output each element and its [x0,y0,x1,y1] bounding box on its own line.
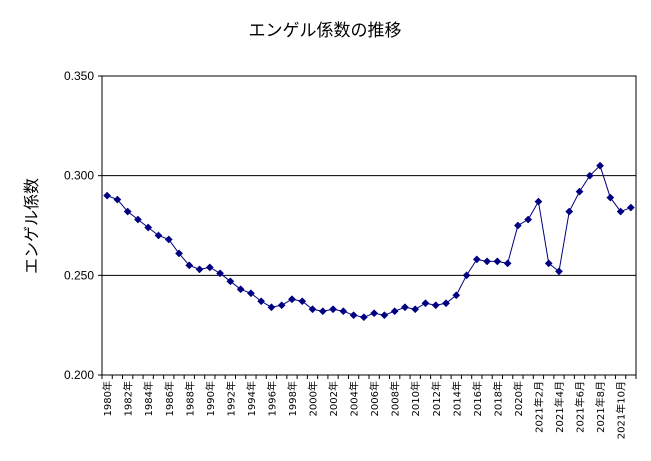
x-tick-label: 1990年 [204,381,217,416]
data-point [216,269,225,278]
x-tick-label: 2004年 [348,381,361,416]
data-point [575,187,584,196]
data-point [236,285,245,294]
data-point [267,303,276,312]
x-tick-label: 2021年4月 [553,381,566,433]
data-point [565,207,574,216]
data-point [175,249,183,258]
x-tick-label: 1998年 [286,381,299,416]
data-point [472,255,481,264]
data-point [329,305,338,314]
x-tick-label: 1984年 [142,381,155,416]
data-point [308,305,317,314]
data-point [246,289,255,298]
y-tick-label: 0.250 [64,268,94,282]
data-point [226,277,235,286]
x-tick-label: 2012年 [430,381,443,416]
x-tick-label: 1992年 [224,381,237,416]
data-point [534,197,543,206]
x-tick-label: 2006年 [368,381,381,416]
x-tick-label: 2021年10月 [615,381,628,439]
data-point [596,161,605,170]
data-point [277,301,286,310]
data-point [288,295,296,304]
data-point [503,259,512,268]
x-tick-label: 1986年 [163,381,176,416]
data-point [113,195,122,204]
data-point [483,257,492,266]
x-tick-label: 2016年 [471,381,484,416]
data-point [513,221,522,230]
data-point [339,307,348,316]
data-point [626,203,635,212]
series-line [106,164,632,318]
data-point [103,191,112,200]
x-tick-label: 2020年 [512,381,525,416]
x-tick-label: 1988年 [183,381,196,416]
data-points [103,161,635,322]
data-point [195,265,204,274]
data-point [442,299,450,308]
data-point [493,257,502,266]
data-point [524,215,533,224]
data-point [123,207,132,216]
plot-area [101,75,637,376]
data-point [185,261,194,270]
data-point [555,267,563,276]
x-tick-label: 2000年 [307,381,320,416]
x-tick-label: 1982年 [122,381,135,416]
data-point [359,313,368,322]
y-tick-label: 0.200 [64,368,94,382]
x-tick-label: 2008年 [389,381,402,416]
data-point [133,215,142,224]
data-point [205,263,214,272]
x-tick-label: 2002年 [327,381,340,416]
y-tick-label: 0.350 [64,69,94,83]
data-point [154,231,163,240]
data-point [380,311,389,320]
data-point [606,193,615,202]
x-tick-label: 1996年 [265,381,278,416]
y-tick-label: 0.300 [64,169,94,183]
data-point [370,309,379,318]
chart-title: エンゲル係数の推移 [249,21,402,41]
y-axis-ticks: 0.200 0.250 0.300 0.350 [64,69,102,382]
x-tick-label: 2010年 [409,381,422,416]
x-tick-label: 2014年 [450,381,463,416]
data-point [257,297,266,306]
data-point [452,291,461,300]
x-tick-label: 2021年2月 [532,381,545,433]
data-point [544,259,553,268]
data-point [411,305,420,314]
x-tick-label: 1980年 [101,381,114,416]
data-point [585,171,594,180]
gridlines [102,175,636,276]
data-point [431,301,440,310]
x-tick-label: 1994年 [245,381,258,416]
y-axis-label: エンゲル係数 [22,178,41,274]
data-point [462,271,471,280]
data-point [421,299,430,308]
data-point [298,297,307,306]
data-point [318,307,327,316]
x-tick-label: 2018年 [491,381,504,416]
data-point [400,303,409,312]
data-point [164,235,173,244]
x-tick-label: 2021年8月 [594,381,607,433]
x-tick-label: 2021年6月 [574,381,587,433]
data-point [616,207,625,216]
data-point [144,223,153,232]
data-point [349,311,358,320]
x-axis-ticks: 1980年 1982年 1984年 1986年 1988年 1990年 1992年 1994年… [101,375,637,439]
data-point [390,307,399,316]
